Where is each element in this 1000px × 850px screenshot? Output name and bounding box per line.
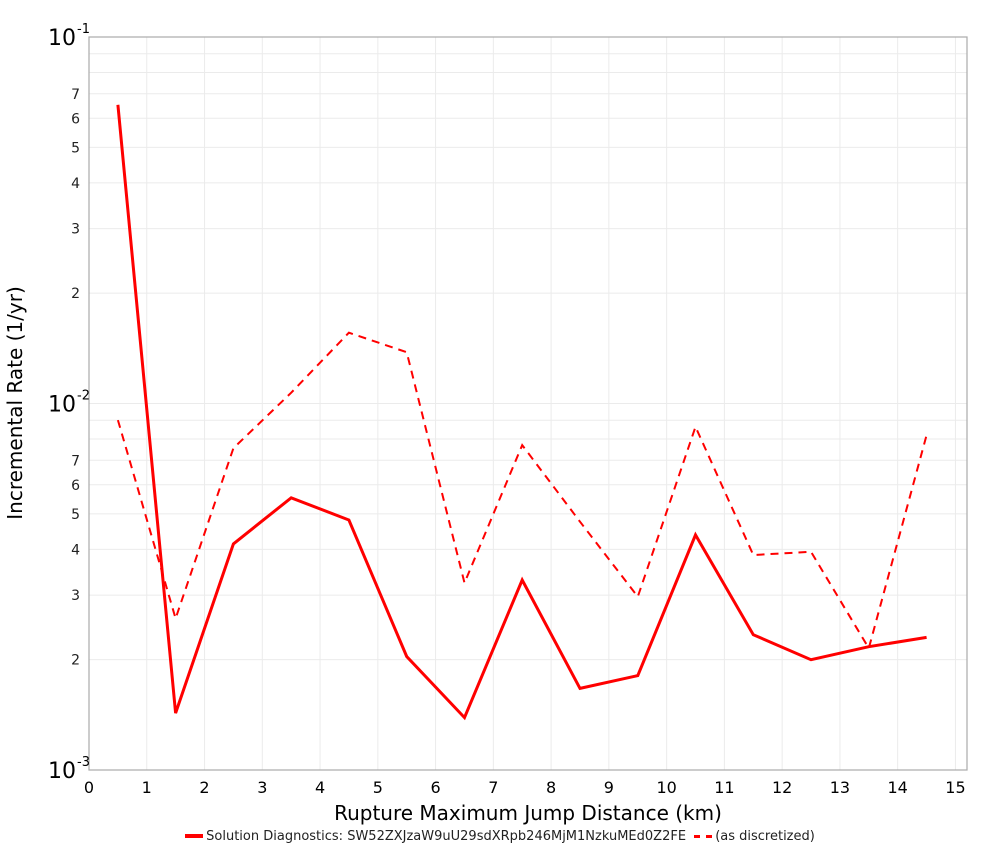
series-lines	[116, 104, 928, 721]
y-major-tick-exponent: -1	[77, 22, 90, 37]
x-tick-label: 1	[142, 778, 152, 797]
x-tick-label: 5	[373, 778, 383, 797]
legend: Solution Diagnostics: SW52ZXJzaW9uU29sdX…	[0, 827, 1000, 844]
y-minor-tick-label: 4	[71, 176, 80, 192]
y-major-tick-exponent: -2	[77, 389, 90, 404]
plot-area-border	[88, 36, 968, 771]
y-minor-tick-label: 2	[71, 286, 80, 302]
solution-series-line	[116, 104, 927, 721]
x-axis-ticks: 0 1 2 3 4 5 6 7 8 9 10 11 12 13 14 15	[84, 778, 966, 797]
y-minor-tick-label: 5	[71, 507, 80, 523]
x-tick-label: 13	[830, 778, 850, 797]
x-tick-label: 10	[656, 778, 676, 797]
x-tick-label: 15	[945, 778, 965, 797]
y-minor-tick-label: 6	[71, 111, 80, 127]
x-tick-label: 9	[604, 778, 614, 797]
dashed-line-swatch-icon	[694, 835, 713, 838]
solid-line-swatch-icon	[185, 834, 204, 838]
x-tick-label: 8	[546, 778, 556, 797]
x-tick-label: 6	[430, 778, 440, 797]
x-tick-label: 14	[888, 778, 908, 797]
legend-label-discretized: (as discretized)	[715, 829, 815, 844]
y-minor-tick-label: 3	[71, 222, 80, 238]
y-minor-tick-label: 4	[71, 542, 80, 558]
x-tick-label: 2	[199, 778, 209, 797]
y-axis-title: Incremental Rate (1/yr)	[3, 286, 27, 519]
y-minor-tick-label: 7	[71, 87, 80, 103]
x-axis-title: Rupture Maximum Jump Distance (km)	[334, 801, 722, 825]
y-minor-tick-label: 5	[71, 140, 80, 156]
y-major-tick-label: 10	[48, 26, 76, 51]
y-major-tick-exponent: -3	[77, 755, 90, 770]
y-major-tick-label: 10	[48, 393, 76, 418]
legend-label-solution: Solution Diagnostics: SW52ZXJzaW9uU29sdX…	[206, 828, 687, 844]
y-minor-tick-label: 7	[71, 453, 80, 469]
y-major-tick-label: 10	[48, 759, 76, 784]
x-tick-label: 0	[84, 778, 94, 797]
x-tick-label: 3	[257, 778, 267, 797]
y-minor-tick-label: 3	[71, 588, 80, 604]
legend-item-solution: Solution Diagnostics: SW52ZXJzaW9uU29sdX…	[185, 829, 686, 844]
x-tick-label: 11	[714, 778, 734, 797]
y-minor-tick-label: 2	[71, 653, 80, 669]
x-tick-label: 4	[315, 778, 325, 797]
discretized-series-line	[116, 331, 928, 651]
y-minor-tick-label: 6	[71, 478, 80, 494]
x-tick-label: 12	[772, 778, 792, 797]
x-tick-label: 7	[488, 778, 498, 797]
legend-item-discretized: (as discretized)	[694, 829, 815, 844]
grid-lines	[89, 37, 967, 770]
